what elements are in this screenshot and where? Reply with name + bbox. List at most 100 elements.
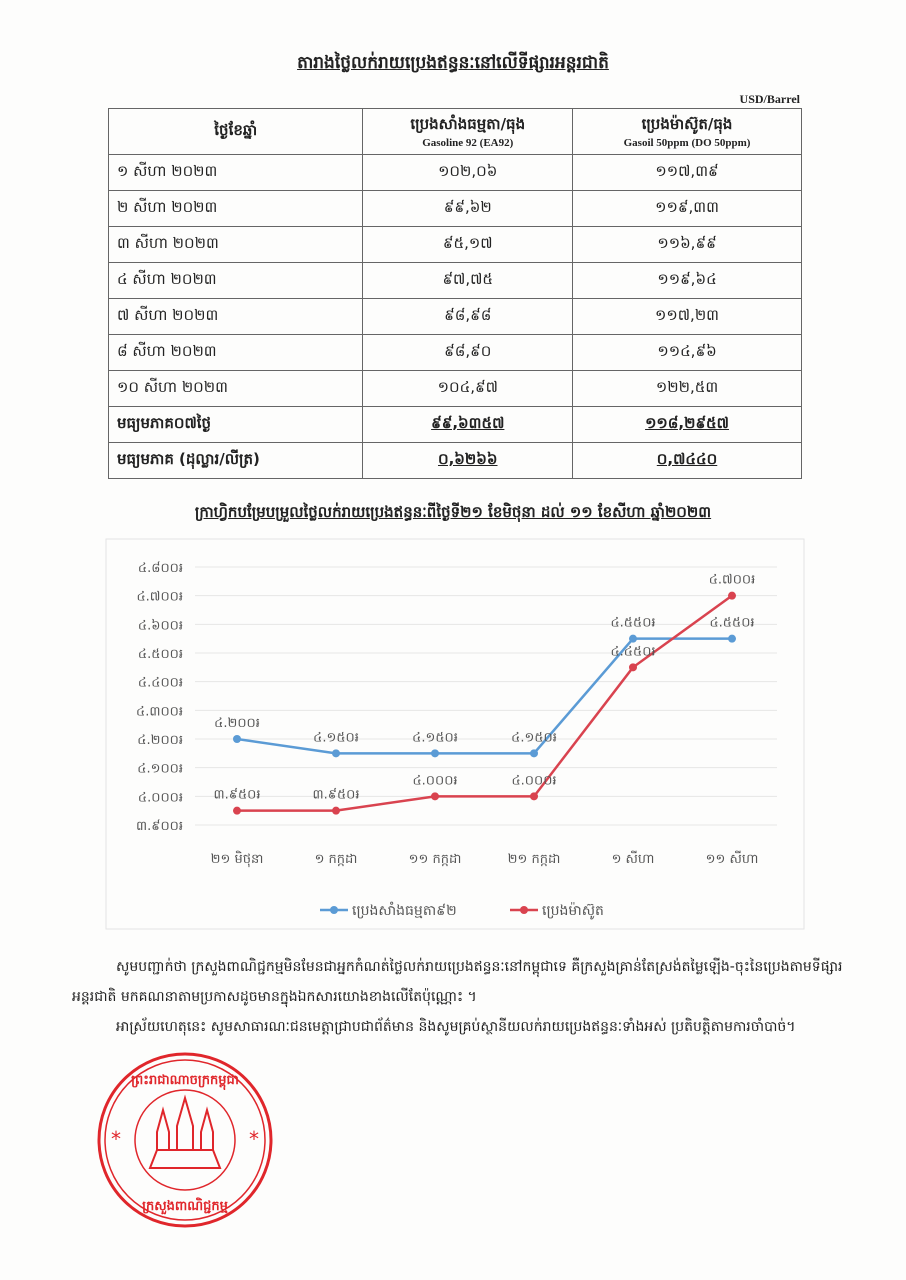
document-title: តារាងថ្លៃលក់រាយប្រេងឥន្ធនៈនៅលើទីផ្សារអន្… <box>297 53 609 73</box>
data-point <box>530 792 538 801</box>
table-row: ៣ សីហា ២០២៣ ៩៥,១៧ ១១៦,៩៩ <box>107 226 802 263</box>
table-row: ៨ សីហា ២០២៣ ៩៨,៩០ ១១៤,៩៦ <box>107 334 802 371</box>
data-label: ៤.១៥០៛ <box>412 730 458 745</box>
data-label: ៣.៩៥០៛ <box>313 788 360 803</box>
chart-border <box>105 538 805 930</box>
data-label: ៤.០០០៛ <box>511 773 556 788</box>
legend-marker <box>330 906 338 914</box>
data-point <box>332 749 340 758</box>
gasoline-average: ០,៦២៦៦ <box>362 442 574 479</box>
table-header-row: ថ្ងៃខែឆ្នាំ ប្រេងសាំងធម្មតា/ធុង Gasoline … <box>107 108 802 155</box>
date-cell: ១ សីហា ២០២៣ <box>107 154 364 191</box>
gasoline-price-cell: ៩៥,១៧ <box>362 226 574 263</box>
gasoline-price-cell: ៩៨,៩០ <box>362 334 574 371</box>
instruction-paragraph: អាស្រ័យហេតុនេះ សូមសាធារណៈជនមេត្តាជ្រាបជា… <box>116 1019 796 1035</box>
diesel-price-cell: ១១៩,៦៤ <box>572 262 802 299</box>
x-tick-label: ២១ មិថុនា <box>211 850 264 868</box>
data-label: ៤.១៥០៛ <box>511 730 557 745</box>
x-tick-label: ២១ កក្កដា <box>508 852 561 867</box>
legend-label: ប្រេងសាំងធម្មតា៩២ <box>352 901 457 919</box>
seal-text: ក្រសួងពាណិជ្ជកម្ម <box>142 1197 228 1215</box>
y-tick-label: ៤.៦០០៛ <box>138 618 183 633</box>
diesel-average: ០,៧៤៤០ <box>572 442 802 479</box>
data-label: ៤.៧០០៛ <box>709 573 756 588</box>
date-cell: ៧ សីហា ២០២៣ <box>107 298 364 335</box>
data-point <box>629 634 637 643</box>
star-icon: * <box>111 1127 121 1151</box>
data-point <box>431 749 439 758</box>
data-point <box>728 634 736 643</box>
y-tick-label: ៤.០០០៛ <box>138 790 183 805</box>
chart-title: ក្រាហ្វិកបម្រែបម្រួលថ្លៃលក់រាយប្រេងឥន្ធន… <box>194 503 712 521</box>
table-row: ១ សីហា ២០២៣ ១០២,០៦ ១១៧,៣៩ <box>107 154 802 191</box>
gasoline-average: ៩៩,៦៣៥៧ <box>362 406 574 443</box>
data-point <box>728 591 736 600</box>
data-point <box>431 792 439 801</box>
data-label: ៤.០០០៛ <box>412 773 457 788</box>
diesel-price-cell: ១១៦,៩៩ <box>572 226 802 263</box>
y-tick-label: ៣.៩០០៛ <box>136 819 183 834</box>
data-point <box>629 663 637 672</box>
diesel-average: ១១៨,២៩៥៧ <box>572 406 802 443</box>
table-row: ៧ សីហា ២០២៣ ៩៨,៩៨ ១១៧,២៣ <box>107 298 802 335</box>
data-label: ៤.២០០៛ <box>214 716 260 731</box>
table-row: ១០ សីហា ២០២៣ ១០៤,៩៧ ១២២,៥៣ <box>107 370 802 407</box>
data-label: ៤.១៥០៛ <box>313 730 359 745</box>
date-cell: ១០ សីហា ២០២៣ <box>107 370 364 407</box>
gasoline-price-cell: ៩៨,៩៨ <box>362 298 574 335</box>
data-label: ៣.៩៥០៛ <box>214 788 261 803</box>
star-icon: * <box>249 1127 259 1151</box>
gasoline-price-cell: ១០២,០៦ <box>362 154 574 191</box>
seal-text: ព្រះរាជាណាចក្រកម្ពុជា <box>131 1073 239 1090</box>
unit-label: USD/Barrel <box>739 92 800 106</box>
average-label: មធ្យមភាគ០៧ថ្ងៃ <box>107 406 364 443</box>
data-point <box>233 806 241 815</box>
diesel-price-cell: ១១៧,៣៩ <box>572 154 802 191</box>
price-table: ថ្ងៃខែឆ្នាំ ប្រេងសាំងធម្មតា/ធុង Gasoline … <box>107 108 802 479</box>
y-tick-label: ៤.៧០០៛ <box>136 590 183 605</box>
x-tick-label: ១១ កក្កដា <box>409 852 462 867</box>
y-tick-label: ៤.៨០០៛ <box>138 561 183 576</box>
diesel-price-cell: ១១៩,៣៣ <box>572 190 802 227</box>
note-paragraph: សូមបញ្ជាក់ថា ក្រសួងពាណិជ្ជកម្មមិនមែនជាអ្… <box>72 959 843 1005</box>
date-cell: ៣ សីហា ២០២៣ <box>107 226 364 263</box>
gasoline-price-cell: ១០៤,៩៧ <box>362 370 574 407</box>
date-cell: ២ សីហា ២០២៣ <box>107 190 364 227</box>
average-row: មធ្យមភាគ០៧ថ្ងៃ ៩៩,៦៣៥៧ ១១៨,២៩៥៧ <box>107 406 802 443</box>
table-row: ២ សីហា ២០២៣ ៩៩,៦២ ១១៩,៣៣ <box>107 190 802 227</box>
y-tick-label: ៤.៤០០៛ <box>138 676 183 691</box>
average-label: មធ្យមភាគ (ដុល្លារ/លីត្រ) <box>107 442 364 479</box>
x-tick-label: ១ កក្កដា <box>315 852 358 867</box>
data-point <box>233 735 241 743</box>
x-tick-label: ១ សីហា <box>612 850 655 867</box>
ministry-seal: * * ព្រះរាជាណាចក្រកម្ពុជាក្រសួងពាណិជ្ជកម… <box>97 1052 273 1228</box>
y-tick-label: ៤.៣០០៛ <box>136 704 183 719</box>
date-cell: ៤ សីហា ២០២៣ <box>107 262 364 299</box>
header-date: ថ្ងៃខែឆ្នាំ <box>107 108 364 155</box>
date-cell: ៨ សីហា ២០២៣ <box>107 334 364 371</box>
diesel-price-cell: ១១៧,២៣ <box>572 298 802 335</box>
y-tick-label: ៤.១០០៛ <box>137 762 183 777</box>
header-gasoline: ប្រេងសាំងធម្មតា/ធុង Gasoline 92 (EA92) <box>362 108 574 155</box>
y-tick-label: ៤.៥០០៛ <box>138 647 183 662</box>
legend-label: ប្រេងម៉ាស៊ូត <box>542 902 604 920</box>
series-line-0 <box>236 637 732 755</box>
price-line-chart: ៣.៩០០៛ ៤.០០០៛ ៤.១០០៛ ៤.២០០៛ ៤.៣០០៛ ៤.៤០០៛ ៤.៥០… <box>105 538 805 930</box>
header-diesel: ប្រេងម៉ាស៊ូត/ធុង Gasoil 50ppm (DO 50ppm) <box>572 108 802 155</box>
series-line-1 <box>237 594 733 812</box>
x-tick-label: ១១ សីហា <box>706 850 759 867</box>
legend-marker <box>520 906 528 914</box>
y-tick-label: ៤.២០០៛ <box>137 733 183 748</box>
diesel-price-cell: ១១៤,៩៦ <box>572 334 802 371</box>
average-row: មធ្យមភាគ (ដុល្លារ/លីត្រ) ០,៦២៦៦ ០,៧៤៤០ <box>107 442 802 479</box>
diesel-price-cell: ១២២,៥៣ <box>572 370 802 407</box>
data-point <box>332 806 340 815</box>
gasoline-price-cell: ៩៩,៦២ <box>362 190 574 227</box>
data-label: ៤.៥៥០៛ <box>610 616 655 631</box>
data-point <box>530 749 538 758</box>
table-row: ៤ សីហា ២០២៣ ៩៧,៧៥ ១១៩,៦៤ <box>107 262 802 299</box>
gasoline-price-cell: ៩៧,៧៥ <box>362 262 574 299</box>
data-label: ៤.៤៥០៛ <box>610 644 655 659</box>
data-label: ៤.៥៥០៛ <box>709 616 754 631</box>
